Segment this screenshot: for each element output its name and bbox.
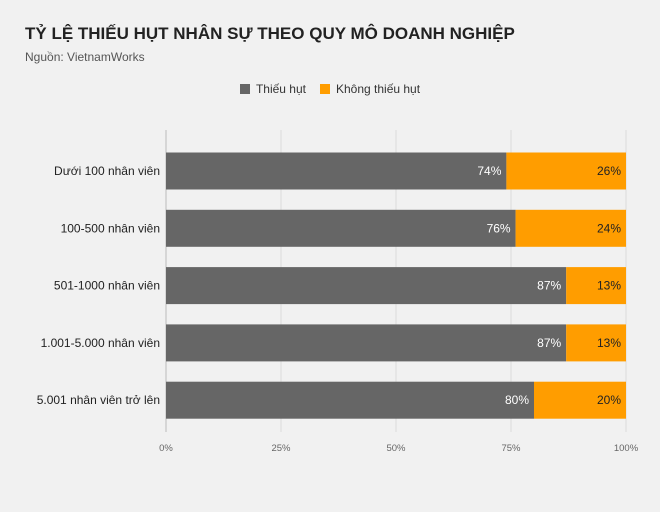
- data-label: 80%: [505, 393, 529, 407]
- data-label: 13%: [597, 279, 621, 293]
- legend-swatch-shortage: [239, 84, 250, 94]
- chart-legend: Thiếu hụt Không thiếu hụt: [0, 82, 660, 96]
- chart-source: Nguồn: VietnamWorks: [25, 50, 145, 64]
- x-tick-label: 75%: [501, 443, 521, 454]
- bar-segment-no-shortage: [566, 324, 626, 362]
- legend-label-no-shortage: Không thiếu hụt: [335, 82, 421, 96]
- data-label: 13%: [597, 336, 621, 350]
- data-label: 24%: [597, 221, 621, 235]
- bar-segment-no-shortage: [506, 152, 626, 190]
- chart-title: TỶ LỆ THIẾU HỤT NHÂN SỰ THEO QUY MÔ DOAN…: [25, 24, 515, 43]
- x-tick-label: 100%: [614, 443, 639, 454]
- x-tick-label: 0%: [159, 443, 173, 454]
- data-label: 87%: [537, 336, 561, 350]
- bar-segment-shortage: [166, 267, 567, 305]
- data-label: 76%: [487, 221, 511, 235]
- category-label: 1.001-5.000 nhân viên: [41, 336, 160, 350]
- data-label: 20%: [597, 393, 621, 407]
- data-label: 26%: [597, 164, 621, 178]
- x-tick-label: 25%: [271, 443, 291, 454]
- category-label: 5.001 nhân viên trở lên: [37, 393, 160, 407]
- legend-swatch-no-shortage: [319, 84, 330, 94]
- data-label: 87%: [537, 279, 561, 293]
- bar-segment-shortage: [166, 324, 567, 362]
- legend-item-no-shortage[interactable]: Không thiếu hụt: [319, 82, 421, 96]
- bar-segment-shortage: [166, 152, 507, 190]
- bar-segment-shortage: [166, 381, 534, 419]
- data-label: 74%: [477, 164, 501, 178]
- legend-item-shortage[interactable]: Thiếu hụt: [239, 82, 306, 96]
- category-label: Dưới 100 nhân viên: [54, 164, 160, 178]
- bar-segment-shortage: [166, 209, 516, 247]
- bar-segment-no-shortage: [534, 381, 626, 419]
- category-label: 501-1000 nhân viên: [54, 279, 160, 293]
- x-tick-label: 50%: [386, 443, 406, 454]
- legend-label-shortage: Thiếu hụt: [255, 82, 306, 96]
- bar-segment-no-shortage: [515, 209, 626, 247]
- bar-segment-no-shortage: [566, 267, 626, 305]
- category-label: 100-500 nhân viên: [61, 221, 160, 235]
